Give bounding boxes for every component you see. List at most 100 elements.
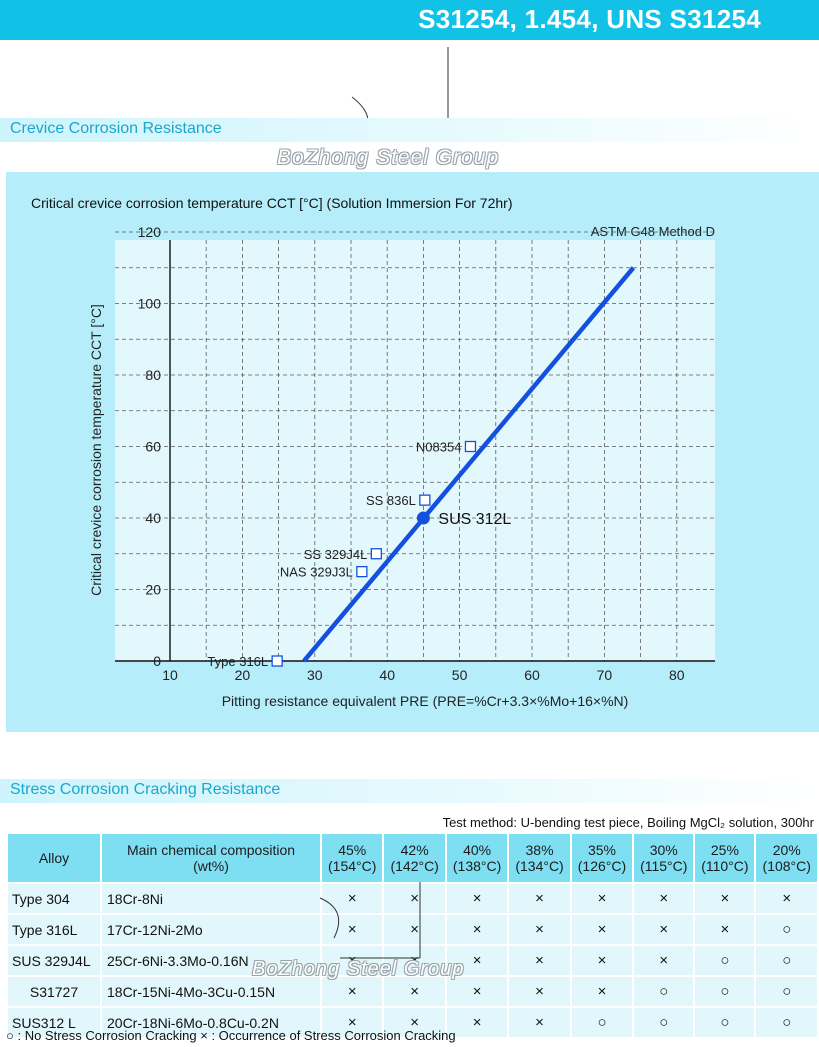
y-tick-label: 40: [145, 510, 161, 526]
result-cell: ×: [382, 975, 447, 1008]
condition-header: 35% (126°C): [569, 832, 635, 884]
result-cell: ×: [507, 944, 572, 977]
alloy-cell: Type 316L: [6, 913, 102, 946]
alloy-cell: SUS 329J4L: [6, 944, 102, 977]
condition-header: 40% (138°C): [444, 832, 510, 884]
data-point-label: SS 329J4L: [304, 547, 368, 562]
test-method-note: Test method: U-bending test piece, Boili…: [442, 815, 814, 830]
result-cell: ×: [754, 882, 819, 915]
cct-trend-line: [302, 266, 636, 663]
data-point-label: N08354: [416, 440, 462, 455]
condition-header: 30% (115°C): [632, 832, 696, 884]
composition-header: Main chemical composition (wt%): [100, 832, 322, 884]
table-legend: ○ : No Stress Corrosion Cracking × : Occ…: [6, 1028, 456, 1043]
condition-header: 38% (134°C): [507, 832, 572, 884]
highlight-label: SUS 312L: [438, 511, 511, 528]
x-tick-label: 30: [307, 667, 323, 683]
result-cell: ×: [507, 882, 572, 915]
watermark-logo-bottom: [319, 882, 421, 959]
page-title: S31254, 1.454, UNS S31254: [418, 4, 761, 34]
composition-cell: 17Cr-12Ni-2Mo: [100, 913, 322, 946]
condition-header: 20% (108°C): [754, 832, 819, 884]
condition-header: 42% (142°C): [382, 832, 447, 884]
result-cell: ×: [444, 913, 510, 946]
plot-area: [115, 240, 715, 661]
result-cell: ×: [569, 944, 635, 977]
result-cell: ×: [507, 975, 572, 1008]
header-bar: S31254, 1.454, UNS S31254: [0, 0, 819, 40]
alloy-header: Alloy: [6, 832, 102, 884]
data-point-marker: [464, 440, 477, 453]
result-cell: ○: [693, 1006, 757, 1039]
result-cell: ×: [507, 1006, 572, 1039]
result-cell: ×: [382, 882, 447, 915]
watermark-text: BoZhong Steel Group: [277, 146, 500, 169]
result-cell: ×: [319, 882, 385, 915]
y-tick-label: 80: [145, 367, 161, 383]
x-tick-label: 40: [379, 667, 395, 683]
result-cell: ×: [693, 913, 757, 946]
alloy-cell: SUS312 L: [6, 1006, 102, 1039]
result-cell: ×: [693, 882, 757, 915]
table-row: Type 304 18Cr-8Ni × × × × × × × ×: [6, 882, 819, 915]
data-point-label: NAS 329J3L: [280, 565, 353, 580]
chart-method-label: ASTM G48 Method D: [590, 224, 715, 239]
result-cell: ○: [632, 975, 696, 1008]
result-cell: ×: [319, 1006, 385, 1039]
result-cell: ×: [507, 913, 572, 946]
y-tick-label: 0: [153, 653, 161, 669]
x-tick-label: 60: [524, 667, 540, 683]
result-cell: ×: [382, 944, 447, 977]
result-cell: ×: [569, 913, 635, 946]
result-cell: ×: [632, 944, 696, 977]
result-cell: ○: [693, 944, 757, 977]
data-point-label: Type 316L: [207, 654, 268, 669]
cct-chart: 0 20 40 60 80 100 120 10 20 30 40 50 60 70 80 Pitting r…: [88, 224, 715, 709]
scc-section-title: Stress Corrosion Cracking Resistance: [0, 779, 819, 803]
x-tick-label: 10: [162, 667, 178, 683]
alloy-cell: S31727: [6, 975, 102, 1008]
result-cell: ×: [444, 882, 510, 915]
table-row: SUS312 L 20Cr-18Ni-6Mo-0.8Cu-0.2N × × × …: [6, 1006, 819, 1039]
result-cell: ×: [382, 913, 447, 946]
result-cell: ○: [754, 944, 819, 977]
result-cell: ○: [754, 913, 819, 946]
chart-title: Critical crevice corrosion temperature C…: [31, 195, 513, 211]
data-point-marker: [419, 494, 431, 506]
alloy-cell: Type 304: [6, 882, 102, 915]
composition-cell: 18Cr-8Ni: [100, 882, 322, 915]
result-cell: ×: [569, 882, 635, 915]
data-point-label: SS 836L: [366, 493, 416, 508]
data-point-marker: [370, 548, 382, 560]
table-row: SUS 329J4L 25Cr-6Ni-3.3Mo-0.16N × × × × …: [6, 944, 819, 977]
result-cell: ○: [754, 1006, 819, 1039]
composition-cell: 18Cr-15Ni-4Mo-3Cu-0.15N: [100, 975, 322, 1008]
x-tick-label: 70: [597, 667, 613, 683]
x-tick-label: 20: [235, 667, 251, 683]
x-axis-label: Pitting resistance equivalent PRE (PRE=%…: [222, 693, 629, 709]
result-cell: ×: [319, 975, 385, 1008]
scc-table: Alloy Main chemical composition (wt%) 45%…: [6, 832, 819, 1039]
y-axis-label: Critical crevice corrosion temperature C…: [88, 304, 104, 596]
composition-cell: 25Cr-6Ni-3.3Mo-0.16N: [100, 944, 322, 977]
result-cell: ×: [444, 944, 510, 977]
y-tick-label: 60: [145, 439, 161, 455]
result-cell: ×: [444, 1006, 510, 1039]
condition-header: 45% (154°C): [319, 832, 385, 884]
table-row: S31727 18Cr-15Ni-4Mo-3Cu-0.15N × × × × ×…: [6, 975, 819, 1008]
y-tick-label: 100: [138, 296, 162, 312]
data-point-marker: [356, 565, 368, 578]
x-tick-label: 50: [452, 667, 468, 683]
table-header-row: Alloy Main chemical composition (wt%) 45%…: [6, 832, 819, 884]
result-cell: ○: [693, 975, 757, 1008]
result-cell: ×: [444, 975, 510, 1008]
composition-cell: 20Cr-18Ni-6Mo-0.8Cu-0.2N: [100, 1006, 322, 1039]
highlight-point: [416, 511, 430, 525]
result-cell: ×: [382, 1006, 447, 1039]
y-tick-label: 120: [138, 224, 162, 240]
result-cell: ○: [632, 1006, 696, 1039]
result-cell: ×: [632, 882, 696, 915]
result-cell: ×: [632, 913, 696, 946]
x-tick-label: 80: [669, 667, 685, 683]
data-point-marker: [271, 655, 283, 667]
